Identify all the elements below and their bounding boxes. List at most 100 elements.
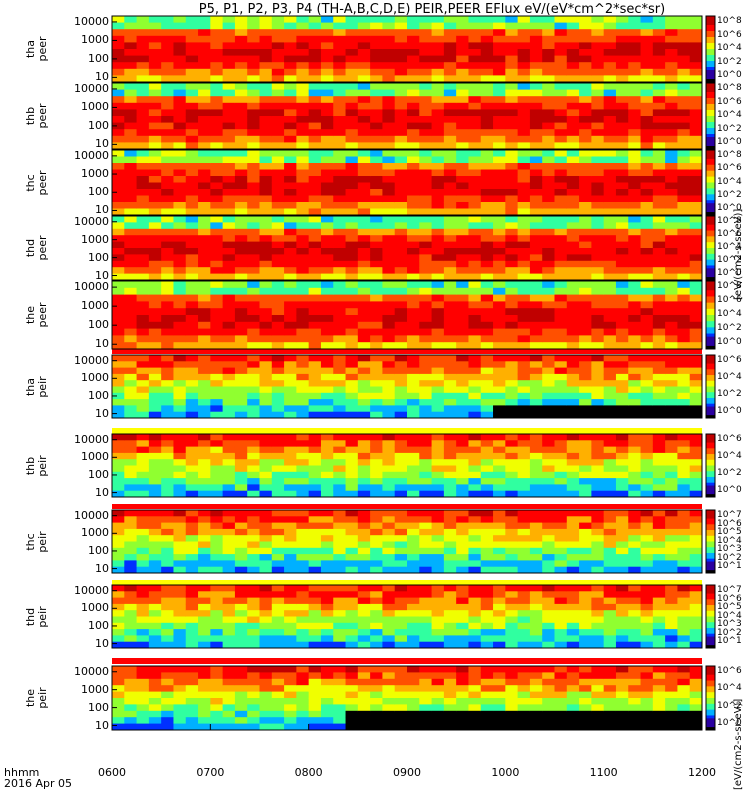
colorbar-cell	[706, 224, 715, 229]
y-tick-label: 10000	[74, 148, 109, 162]
colorbar-tick-label: 10^4	[717, 110, 742, 120]
y-tick-label: 10000	[74, 583, 109, 597]
colorbar-cell	[706, 380, 715, 385]
colorbar-cell	[706, 140, 715, 144]
colorbar-cell	[706, 143, 715, 147]
colorbar-cell	[706, 250, 715, 255]
colorbar-cell	[706, 339, 715, 344]
colorbar-cell	[706, 544, 715, 548]
colorbar-cell	[706, 49, 715, 53]
mode-strip-2	[112, 504, 702, 509]
colorbar-cell	[706, 619, 715, 623]
panel-thd-peer	[112, 216, 703, 281]
colorbar-cell	[706, 239, 715, 243]
colorbar-cell	[706, 321, 715, 325]
y-tick-label: 10000	[74, 664, 109, 678]
y-tick-label: 1000	[81, 100, 109, 114]
colorbar-cell	[706, 409, 715, 413]
colorbar-cell	[706, 336, 715, 341]
colorbar-cell	[706, 61, 715, 65]
y-tick-label: 1000	[81, 601, 109, 615]
colorbar-cell	[706, 43, 715, 47]
panel-frame-5	[111, 354, 703, 419]
colorbar-tick-label: 10^4	[717, 176, 742, 187]
colorbar-cell	[706, 715, 715, 719]
colorbar-tick-label: 10^0	[717, 406, 742, 416]
colorbar-cell	[706, 113, 715, 117]
colorbar-cell	[706, 485, 715, 489]
colorbar-cell	[706, 671, 715, 676]
y-tick-label: 10	[95, 70, 109, 84]
colorbar-tick-label: 10^8	[717, 150, 742, 160]
colorbar-frame-5	[705, 354, 716, 419]
colorbar-cell	[706, 570, 715, 574]
colorbar-cell	[706, 459, 715, 464]
colorbar-cell	[706, 25, 715, 29]
colorbar-cell	[706, 245, 715, 249]
colorbar-cell	[706, 150, 715, 154]
colorbar-cell	[706, 281, 715, 285]
colorbar-frame-3	[705, 215, 716, 281]
colorbar-cell	[706, 645, 715, 649]
colorbar-cell	[706, 510, 715, 514]
colorbar-cell	[706, 406, 715, 410]
colorbar-cell	[706, 119, 715, 123]
colorbar-tick-label: 10^2	[717, 700, 742, 711]
panel-frame-6	[111, 433, 703, 498]
colorbar-cell	[706, 494, 715, 498]
colorbar-cell	[706, 230, 715, 234]
colorbar-cell	[706, 308, 715, 313]
colorbar-cell	[706, 602, 715, 606]
panel-frame-8	[111, 584, 703, 649]
colorbar-tick-label: 10^5	[717, 602, 742, 612]
colorbar-tick-label: 10^3	[717, 619, 742, 629]
colorbar-cell	[706, 125, 715, 129]
colorbar-tick-label: 10^2	[717, 255, 742, 265]
colorbar-cell	[706, 31, 715, 35]
panel-frame-1	[111, 82, 703, 150]
y-tick-label: 10000	[74, 508, 109, 522]
y-tick-label: 100	[88, 250, 109, 264]
x-tick-label: 0800	[294, 766, 323, 779]
panel-tha-peir	[112, 355, 703, 419]
y-tick-label: 10000	[74, 14, 109, 28]
colorbar-cell	[706, 377, 715, 382]
colorbar-tick-label: 10^2	[717, 627, 742, 638]
colorbar-tick-label: 10^5	[717, 527, 742, 537]
colorbar-cell	[706, 613, 715, 617]
colorbar-cell	[706, 564, 715, 568]
colorbar-tick-label: 10^0	[717, 337, 742, 347]
colorbar-tick-label: 10^6	[717, 163, 742, 174]
colorbar-cell	[706, 630, 715, 635]
colorbar-cell	[706, 680, 715, 684]
colorbar-cell	[706, 712, 715, 716]
colorbar-cell	[706, 360, 715, 365]
colorbar-cell	[706, 221, 715, 226]
x-tick-label: 0900	[393, 766, 421, 779]
colorbar-cell	[706, 482, 715, 487]
mode-strip-3	[112, 580, 702, 585]
y-tick-label: 10	[95, 561, 109, 575]
colorbar-cell	[706, 67, 715, 71]
colorbar-cell	[706, 587, 715, 592]
colorbar-tick-label: 10^4	[717, 451, 742, 461]
y-tick-label: 10	[95, 268, 109, 282]
y-tick-label: 1000	[81, 682, 109, 696]
colorbar-frame-6	[705, 433, 716, 498]
colorbar-cell	[706, 28, 715, 32]
colorbar-tick-label: 10^6	[717, 29, 742, 40]
colorbar-cell	[706, 37, 715, 41]
colorbar-cell	[706, 538, 715, 542]
colorbar-cell	[706, 89, 715, 93]
colorbar-cell	[706, 451, 715, 455]
colorbar-tick-label: 10^6	[717, 593, 742, 604]
panel-y-label: thd peir	[24, 605, 49, 628]
colorbar-cell	[706, 164, 715, 169]
colorbar-tick-label: 10^0	[717, 70, 742, 80]
colorbar-cell	[706, 535, 715, 540]
colorbar-cell	[706, 512, 715, 517]
colorbar-cell	[706, 92, 715, 96]
colorbar-cell	[706, 721, 715, 725]
colorbar-cell	[706, 83, 715, 87]
colorbar-tick-label: 10^0	[717, 203, 742, 213]
